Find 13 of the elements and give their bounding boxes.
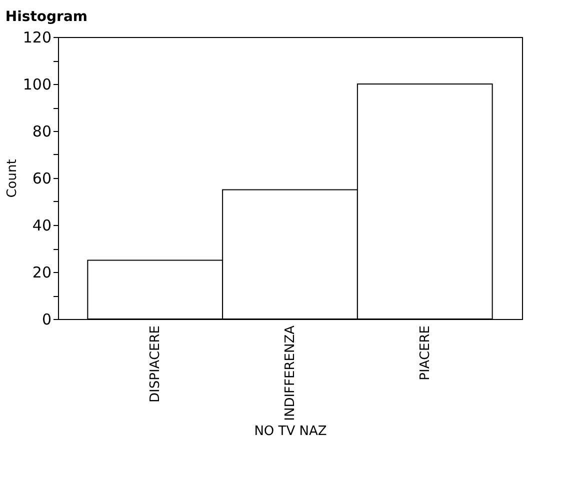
y-tick-label: 60	[32, 170, 52, 188]
y-tick-label: 40	[32, 216, 52, 234]
x-tick-label: INDIFFERENZA	[283, 325, 298, 421]
x-tick-label: DISPIACERE	[148, 326, 164, 402]
y-tick-label: 20	[32, 264, 52, 282]
chart-title: Histogram	[5, 9, 88, 25]
x-axis-title: NO TV NAZ	[254, 424, 327, 439]
y-tick-label: 100	[22, 76, 52, 94]
y-tick-label: 80	[32, 122, 52, 140]
y-tick-label: 0	[42, 310, 52, 328]
y-axis-title: Count	[4, 159, 20, 198]
y-tick-label: 120	[22, 28, 52, 46]
x-tick-label: PIACERE	[418, 326, 433, 380]
